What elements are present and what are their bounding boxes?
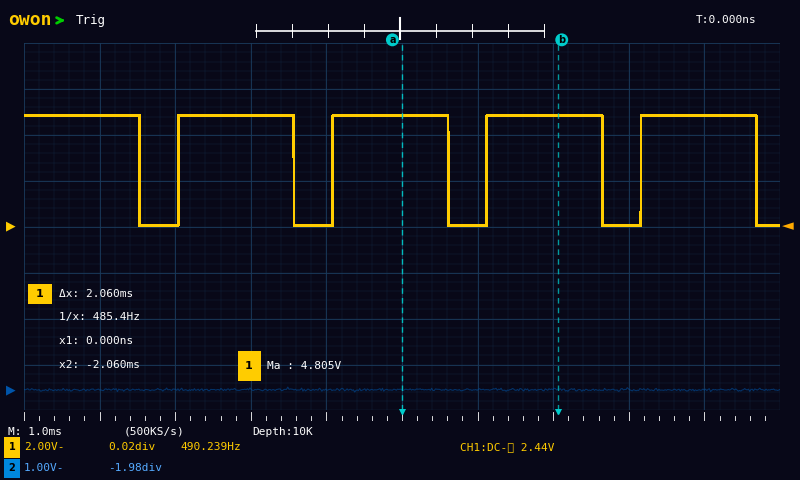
Text: 2.00V-: 2.00V- <box>24 442 65 452</box>
Text: 1.00V-: 1.00V- <box>24 463 65 473</box>
Bar <box>238 351 261 381</box>
Text: 1: 1 <box>245 361 252 371</box>
Text: M: 1.0ms: M: 1.0ms <box>8 427 62 437</box>
Text: ▶: ▶ <box>6 219 16 232</box>
Text: Ma : 4.805V: Ma : 4.805V <box>267 361 342 371</box>
Text: 2: 2 <box>9 463 15 473</box>
Text: owon: owon <box>8 12 51 29</box>
Text: T:0.000ns: T:0.000ns <box>696 15 757 25</box>
Text: -1.98div: -1.98div <box>108 463 162 473</box>
Text: Δx: 2.060ms: Δx: 2.060ms <box>58 288 133 299</box>
Text: x2: -2.060ms: x2: -2.060ms <box>58 360 140 370</box>
Text: x1: 0.000ns: x1: 0.000ns <box>58 336 133 346</box>
Bar <box>4 437 20 458</box>
Text: b: b <box>558 35 566 45</box>
Text: ◄: ◄ <box>782 218 794 233</box>
Bar <box>4 459 20 478</box>
Text: 490.239Hz: 490.239Hz <box>180 442 241 452</box>
Bar <box>28 284 52 303</box>
Text: ▶: ▶ <box>6 383 16 396</box>
Text: 1: 1 <box>9 442 15 452</box>
Text: Depth:10K: Depth:10K <box>252 427 313 437</box>
Text: (500KS/s): (500KS/s) <box>124 427 185 437</box>
Text: CH1:DC-∯ 2.44V: CH1:DC-∯ 2.44V <box>460 442 554 452</box>
Text: 0.02div: 0.02div <box>108 442 155 452</box>
Text: a: a <box>389 35 396 45</box>
Text: 1: 1 <box>36 288 44 299</box>
Text: 1/x: 485.4Hz: 1/x: 485.4Hz <box>58 312 140 323</box>
Text: Trig: Trig <box>76 14 106 27</box>
